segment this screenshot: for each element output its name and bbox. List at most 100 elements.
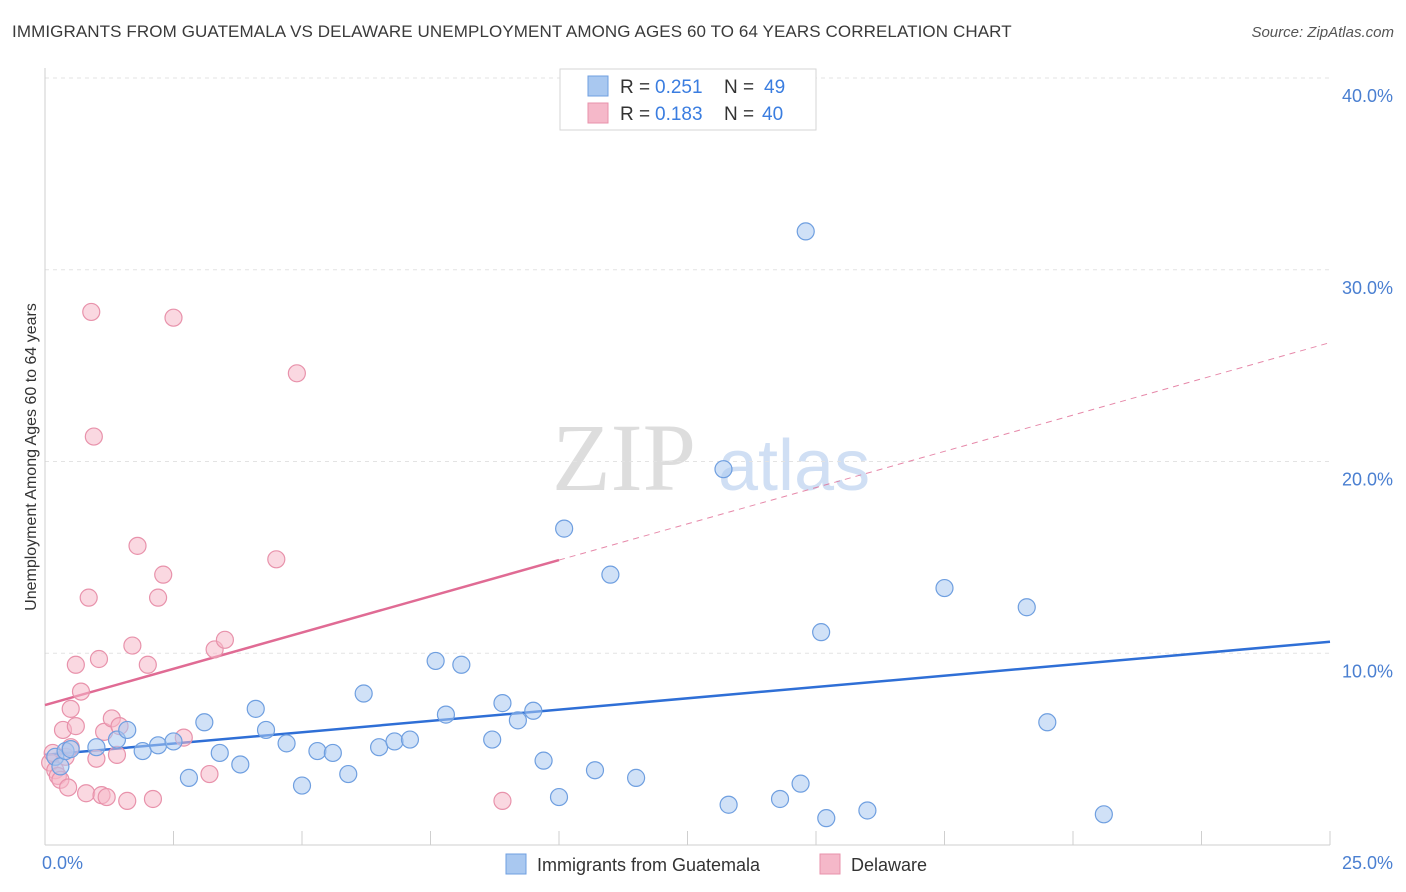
point-guatemala xyxy=(791,774,810,793)
legend-box: R = 0.251 N = 49 R = 0.183 N = 40 xyxy=(559,68,817,131)
point-guatemala xyxy=(339,764,358,784)
point-guatemala xyxy=(524,701,543,720)
bottom-legend-label-delaware: Delaware xyxy=(851,855,927,875)
legend-n-label: N = xyxy=(724,104,754,125)
watermark-zip: ZIP xyxy=(552,404,696,511)
point-guatemala xyxy=(714,460,733,479)
y-tick-label: 20.0% xyxy=(1342,470,1393,490)
grid-lines xyxy=(45,77,1330,654)
legend-r-value: 0.183 xyxy=(655,104,703,125)
point-delaware xyxy=(107,745,127,764)
point-guatemala xyxy=(292,776,312,795)
point-guatemala xyxy=(256,720,276,740)
point-delaware xyxy=(89,649,109,669)
point-guatemala xyxy=(133,741,152,761)
point-guatemala xyxy=(585,761,605,780)
legend-r-label: R = xyxy=(620,77,650,98)
point-guatemala xyxy=(370,738,389,757)
point-guatemala xyxy=(812,623,831,642)
point-guatemala xyxy=(1038,713,1057,732)
point-delaware xyxy=(97,787,116,807)
point-guatemala xyxy=(770,789,790,809)
trend-line-1 xyxy=(44,558,560,707)
point-delaware xyxy=(154,565,173,584)
point-guatemala xyxy=(148,736,168,755)
point-delaware xyxy=(59,778,78,797)
x-tick-label: 0.0% xyxy=(42,853,83,873)
legend-swatch-delaware xyxy=(587,102,609,124)
point-delaware xyxy=(66,655,85,674)
point-guatemala xyxy=(164,732,183,751)
legend-r-label: R = xyxy=(620,104,650,125)
point-guatemala xyxy=(385,732,404,751)
point-guatemala xyxy=(483,730,502,749)
point-delaware xyxy=(84,427,103,446)
point-guatemala xyxy=(436,705,456,724)
legend-n-label: N = xyxy=(724,77,754,98)
point-delaware xyxy=(118,791,137,810)
point-guatemala xyxy=(719,795,738,814)
chart-title: IMMIGRANTS FROM GUATEMALA VS DELAWARE UN… xyxy=(12,22,1012,41)
point-guatemala xyxy=(555,519,574,538)
point-delaware xyxy=(138,655,157,674)
point-delaware xyxy=(66,717,85,736)
source-label: Source: ZipAtlas.com xyxy=(1251,24,1394,41)
bottom-legend-label-guatemala: Immigrants from Guatemala xyxy=(537,855,761,875)
legend-n-value: 40 xyxy=(762,104,783,125)
point-delaware xyxy=(61,699,80,718)
point-guatemala xyxy=(323,743,342,763)
point-guatemala xyxy=(277,734,296,753)
point-guatemala xyxy=(179,768,199,787)
point-guatemala xyxy=(118,720,137,740)
point-guatemala xyxy=(549,787,569,807)
point-guatemala xyxy=(493,694,512,713)
legend-swatch-guatemala xyxy=(587,75,609,97)
point-delaware xyxy=(200,764,219,784)
point-delaware xyxy=(128,536,147,555)
point-delaware xyxy=(215,630,234,649)
point-guatemala xyxy=(1017,598,1036,617)
point-guatemala xyxy=(51,757,70,776)
point-guatemala xyxy=(452,655,471,674)
point-delaware xyxy=(287,364,306,383)
point-guatemala xyxy=(796,222,815,241)
point-guatemala xyxy=(601,565,620,584)
point-guatemala xyxy=(1094,805,1113,824)
point-guatemala xyxy=(210,743,229,763)
y-tick-label: 10.0% xyxy=(1342,661,1393,681)
point-delaware xyxy=(493,791,512,810)
data-points xyxy=(41,222,1113,828)
point-guatemala xyxy=(935,578,954,598)
point-guatemala xyxy=(231,755,250,774)
axes xyxy=(44,68,1331,846)
trend-line-0 xyxy=(44,640,1331,757)
point-delaware xyxy=(77,784,96,803)
y-tick-label: 30.0% xyxy=(1342,278,1393,298)
y-tick-label: 40.0% xyxy=(1342,86,1393,106)
point-guatemala xyxy=(817,809,836,828)
point-guatemala xyxy=(534,751,553,770)
bottom-legend-swatch-guatemala xyxy=(505,853,527,875)
point-guatemala xyxy=(246,699,265,718)
x-tick-label: 25.0% xyxy=(1342,853,1393,873)
y-axis-title: Unemployment Among Ages 60 to 64 years xyxy=(23,303,40,611)
point-delaware xyxy=(164,308,183,327)
point-delaware xyxy=(123,636,142,655)
watermark-atlas: atlas xyxy=(718,426,870,506)
point-guatemala xyxy=(308,741,327,761)
point-guatemala xyxy=(858,801,877,820)
point-delaware xyxy=(82,302,101,322)
trend-lines xyxy=(44,342,1331,757)
point-guatemala xyxy=(354,684,373,703)
point-guatemala xyxy=(195,713,214,732)
point-guatemala xyxy=(400,730,420,749)
point-delaware xyxy=(79,588,98,607)
legend-n-value: 49 xyxy=(764,77,785,98)
point-guatemala xyxy=(61,740,80,759)
point-guatemala xyxy=(87,738,106,757)
trend-line-dashed-1 xyxy=(558,342,1331,561)
point-delaware xyxy=(148,588,168,607)
bottom-legend-swatch-delaware xyxy=(819,853,841,875)
point-guatemala xyxy=(508,711,527,730)
point-delaware xyxy=(71,682,91,701)
